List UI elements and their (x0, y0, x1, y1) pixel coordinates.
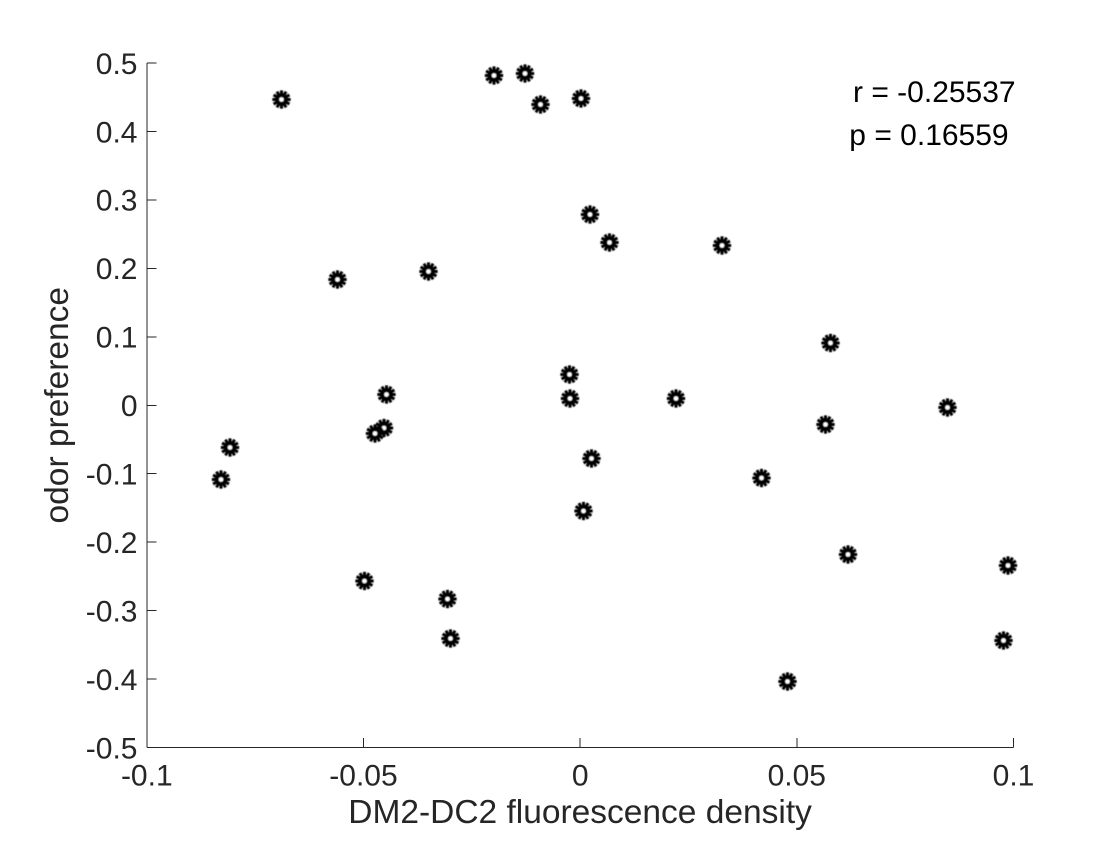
svg-text:0.05: 0.05 (768, 760, 826, 793)
svg-text:0.1: 0.1 (993, 760, 1035, 793)
svg-text:-0.1: -0.1 (86, 459, 138, 492)
svg-text:odor preference: odor preference (39, 287, 76, 524)
svg-text:0.5: 0.5 (96, 48, 138, 81)
svg-text:-0.05: -0.05 (329, 760, 397, 793)
svg-text:0.1: 0.1 (96, 322, 138, 355)
svg-text:0.3: 0.3 (96, 185, 138, 218)
svg-text:r = -0.25537: r = -0.25537 (853, 76, 1016, 109)
svg-text:DM2-DC2 fluorescence density: DM2-DC2 fluorescence density (348, 794, 812, 831)
svg-text:-0.2: -0.2 (86, 527, 138, 560)
svg-text:-0.1: -0.1 (121, 760, 173, 793)
svg-text:0: 0 (121, 390, 138, 423)
svg-text:p = 0.16559: p = 0.16559 (849, 119, 1008, 152)
svg-text:0.4: 0.4 (96, 116, 138, 149)
svg-text:-0.5: -0.5 (86, 732, 138, 765)
svg-text:-0.4: -0.4 (86, 664, 138, 697)
svg-text:-0.3: -0.3 (86, 595, 138, 628)
svg-text:0.2: 0.2 (96, 253, 138, 286)
svg-text:0: 0 (572, 760, 589, 793)
